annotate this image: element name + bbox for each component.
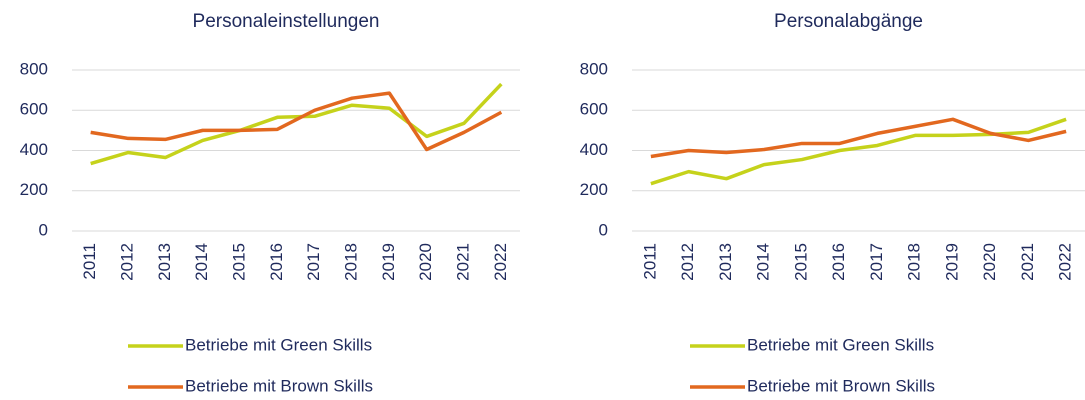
x-tick-label: 2022 bbox=[1056, 243, 1075, 281]
x-tick-label: 2021 bbox=[1018, 243, 1037, 281]
x-tick-label: 2020 bbox=[980, 243, 999, 281]
x-tick-label: 2017 bbox=[867, 243, 886, 281]
x-tick-label: 2012 bbox=[117, 243, 136, 281]
y-tick-label: 200 bbox=[580, 180, 608, 199]
x-tick-label: 2015 bbox=[791, 243, 810, 281]
y-tick-label: 400 bbox=[20, 140, 48, 159]
x-tick-label: 2020 bbox=[416, 243, 435, 281]
x-tick-label: 2011 bbox=[640, 243, 659, 280]
y-tick-label: 800 bbox=[20, 59, 48, 78]
x-tick-label: 2016 bbox=[267, 243, 286, 281]
x-tick-label: 2022 bbox=[491, 243, 510, 281]
legend-label: Betriebe mit Brown Skills bbox=[747, 376, 935, 395]
x-tick-label: 2015 bbox=[229, 243, 248, 281]
x-tick-label: 2011 bbox=[80, 243, 99, 280]
x-tick-label: 2019 bbox=[379, 243, 398, 281]
x-tick-label: 2018 bbox=[341, 243, 360, 281]
x-tick-label: 2014 bbox=[754, 243, 773, 281]
x-tick-label: 2014 bbox=[192, 243, 211, 281]
x-tick-label: 2018 bbox=[905, 243, 924, 281]
y-tick-label: 0 bbox=[39, 220, 48, 239]
y-tick-label: 400 bbox=[580, 140, 608, 159]
x-tick-label: 2016 bbox=[829, 243, 848, 281]
series-line bbox=[90, 91, 503, 152]
legend-label: Betriebe mit Green Skills bbox=[185, 335, 372, 354]
chart-title: Personalabgänge bbox=[774, 11, 923, 32]
chart-title: Personaleinstellungen bbox=[193, 11, 380, 32]
legend-label: Betriebe mit Brown Skills bbox=[185, 376, 373, 395]
x-tick-label: 2019 bbox=[942, 243, 961, 281]
x-tick-label: 2017 bbox=[304, 243, 323, 281]
x-tick-label: 2012 bbox=[678, 243, 697, 281]
series-line bbox=[90, 82, 503, 166]
y-tick-label: 200 bbox=[20, 180, 48, 199]
y-tick-label: 600 bbox=[20, 100, 48, 119]
y-tick-label: 600 bbox=[580, 100, 608, 119]
y-tick-label: 0 bbox=[599, 220, 608, 239]
x-tick-label: 2021 bbox=[453, 243, 472, 281]
x-tick-label: 2013 bbox=[155, 243, 174, 281]
x-tick-label: 2013 bbox=[716, 243, 735, 281]
legend-label: Betriebe mit Green Skills bbox=[747, 335, 934, 354]
y-tick-label: 800 bbox=[580, 59, 608, 78]
series-line bbox=[650, 117, 1067, 159]
